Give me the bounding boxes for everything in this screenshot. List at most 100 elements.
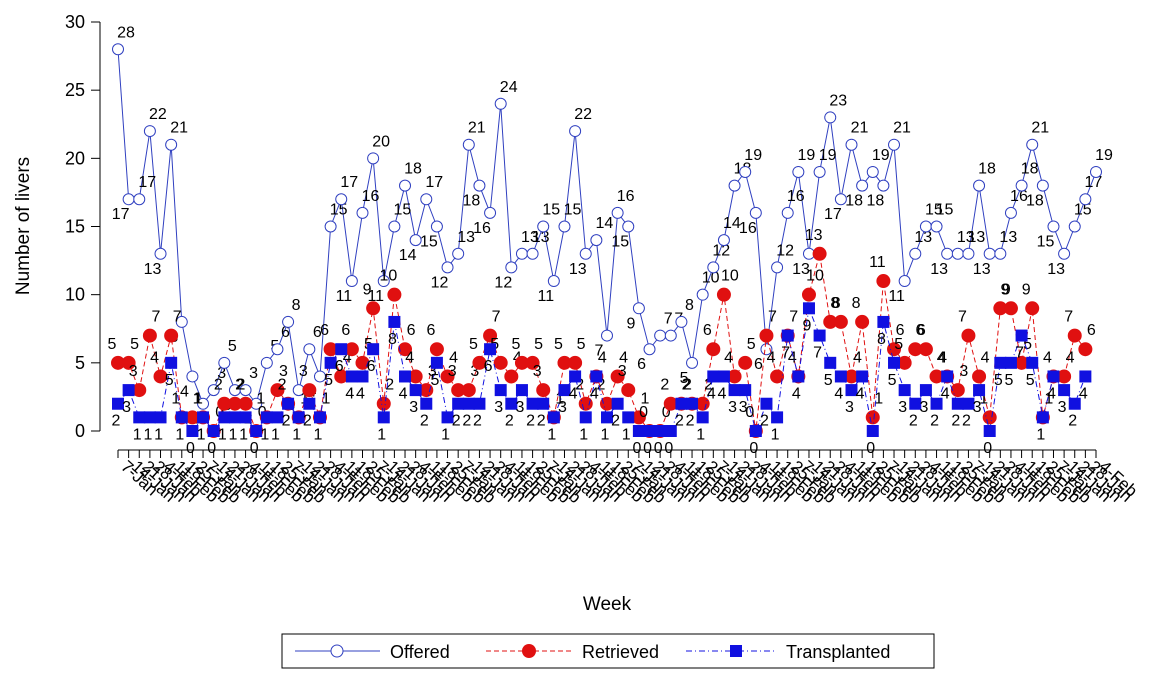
data-label-retrieved: 2 — [660, 377, 669, 394]
data-label-retrieved: 4 — [767, 349, 776, 366]
data-label-offered: 22 — [574, 106, 592, 123]
data-label-retrieved: 2 — [214, 377, 223, 394]
offered-point — [1004, 206, 1017, 219]
data-label-retrieved: 3 — [470, 363, 479, 380]
offered-point — [143, 125, 156, 138]
data-label-transplanted: 2 — [686, 413, 695, 430]
data-label-transplanted: 2 — [526, 413, 535, 430]
offered-point — [664, 329, 677, 342]
transplanted-point — [1004, 356, 1017, 369]
retrieved-point — [833, 314, 848, 329]
transplanted-point — [409, 384, 422, 397]
data-label-transplanted: 4 — [1079, 385, 1088, 402]
data-label-transplanted: 5 — [324, 372, 333, 389]
offered-point — [462, 138, 475, 151]
retrieved-point — [961, 328, 976, 343]
data-label-offered: 15 — [1037, 234, 1055, 251]
data-label-retrieved: 2 — [575, 377, 584, 394]
offered-point — [590, 234, 603, 247]
data-label-transplanted: 1 — [547, 426, 556, 443]
transplanted-point — [686, 397, 699, 410]
data-label-offered: 23 — [829, 92, 847, 109]
retrieved-point — [950, 383, 965, 398]
retrieved-point — [1057, 369, 1072, 384]
data-label-offered: 6 — [281, 324, 290, 341]
retrieved-point — [716, 287, 731, 302]
retrieved-point — [727, 369, 742, 384]
retrieved-point — [1003, 301, 1018, 316]
offered-point — [1079, 193, 1092, 206]
data-label-offered: 4 — [180, 383, 189, 400]
transplanted-point — [112, 397, 124, 410]
offered-point — [186, 370, 199, 383]
data-label-retrieved: 4 — [1066, 349, 1075, 366]
data-label-transplanted: 6 — [335, 358, 344, 375]
y-tick-label: 5 — [75, 353, 85, 373]
transplanted-point — [707, 370, 720, 383]
retrieved-point — [429, 342, 444, 357]
data-label-retrieved: 4 — [405, 349, 414, 366]
transplanted-point — [207, 425, 220, 437]
data-label-transplanted: 4 — [856, 385, 865, 402]
transplanted-point — [696, 411, 709, 424]
data-label-retrieved: 1 — [194, 390, 203, 407]
transplanted-point — [303, 397, 316, 410]
offered-point — [632, 302, 645, 315]
data-label-retrieved: 3 — [618, 363, 627, 380]
offered-point — [399, 179, 412, 192]
data-label-offered: 21 — [170, 120, 188, 137]
offered-point — [898, 275, 911, 288]
transplanted-point — [473, 397, 486, 410]
data-label-retrieved: 7 — [768, 309, 777, 326]
data-label-retrieved: 1 — [874, 390, 883, 407]
data-label-transplanted: 0 — [983, 440, 992, 457]
transplanted-point — [994, 356, 1007, 369]
data-label-retrieved: 4 — [981, 349, 990, 366]
transplanted-point — [388, 315, 401, 328]
transplanted-point — [675, 397, 688, 410]
data-label-offered: 11 — [367, 288, 384, 305]
transplanted-point — [930, 397, 943, 410]
offered-point — [515, 247, 528, 260]
retrieved-point — [918, 342, 933, 357]
offered-point — [622, 220, 635, 233]
offered-point — [1090, 165, 1102, 178]
data-label-retrieved: 6 — [1087, 322, 1096, 339]
transplanted-point — [462, 397, 475, 410]
data-label-transplanted: 1 — [314, 426, 323, 443]
data-label-offered: 13 — [930, 261, 948, 278]
data-label-retrieved: 6 — [426, 322, 435, 339]
data-label-transplanted: 9 — [803, 317, 812, 334]
data-label-transplanted: 2 — [909, 413, 918, 430]
data-label-offered: 5 — [228, 338, 237, 355]
data-label-transplanted: 2 — [303, 413, 312, 430]
transplanted-point — [420, 397, 433, 410]
transplanted-point — [654, 425, 667, 437]
data-label-offered: 19 — [819, 147, 837, 164]
retrieved-point — [164, 328, 179, 343]
data-label-retrieved: 4 — [598, 349, 607, 366]
data-label-transplanted: 3 — [739, 399, 748, 416]
offered-point — [579, 247, 592, 260]
data-label-transplanted: 3 — [409, 399, 418, 416]
data-label-offered: 8 — [685, 297, 694, 314]
transplanted-point — [154, 411, 167, 424]
retrieved-point — [366, 301, 381, 316]
transplanted-point — [186, 425, 199, 437]
data-label-offered: 13 — [957, 229, 975, 246]
retrieved-point — [844, 369, 859, 384]
offered-point — [973, 179, 986, 192]
transplanted-point — [569, 370, 582, 383]
data-label-retrieved: 2 — [236, 377, 245, 394]
data-label-transplanted: 2 — [537, 413, 546, 430]
offered-point — [367, 152, 380, 165]
offered-point — [282, 315, 295, 328]
transplanted-point — [802, 302, 815, 315]
data-label-transplanted: 6 — [484, 358, 493, 375]
data-label-transplanted: 1 — [197, 426, 206, 443]
data-label-offered: 19 — [797, 147, 815, 164]
data-label-offered: 21 — [1031, 120, 1049, 137]
retrieved-point — [387, 287, 402, 302]
data-label-retrieved: 3 — [428, 363, 437, 380]
transplanted-point — [345, 370, 358, 383]
